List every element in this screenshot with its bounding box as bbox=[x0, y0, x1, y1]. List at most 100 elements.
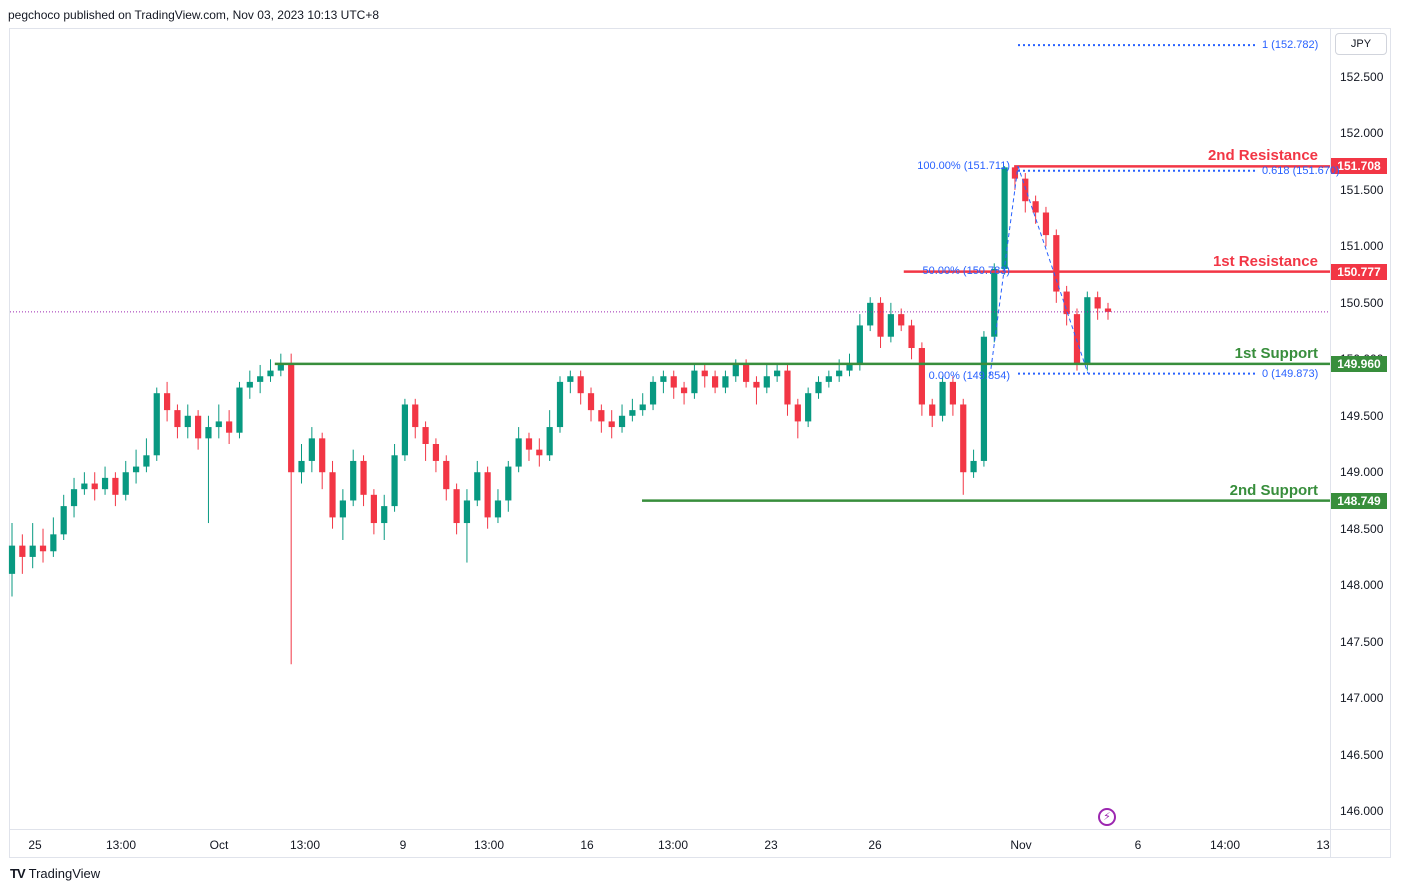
price-tick-label: 148.500 bbox=[1340, 521, 1384, 536]
currency-button[interactable]: JPY bbox=[1335, 33, 1387, 55]
candle-body bbox=[112, 477, 119, 495]
candle-body bbox=[308, 438, 315, 461]
candle-body bbox=[246, 381, 253, 388]
candle-body bbox=[267, 370, 274, 377]
candle-body bbox=[412, 404, 419, 428]
price-tick-label: 151.500 bbox=[1340, 182, 1384, 197]
lightning-icon[interactable]: ⚡ bbox=[1098, 808, 1116, 826]
candle-body bbox=[70, 489, 78, 507]
candle-body bbox=[401, 404, 409, 456]
candle-body bbox=[1032, 201, 1039, 213]
candle-body bbox=[81, 483, 88, 490]
candle-body bbox=[608, 421, 615, 428]
candle-body bbox=[29, 545, 36, 557]
time-tick-label: 13 bbox=[1316, 838, 1330, 852]
candle-body bbox=[1001, 167, 1008, 269]
candle-body bbox=[174, 410, 181, 428]
time-tick-label: Nov bbox=[1010, 838, 1032, 852]
candle-body bbox=[381, 506, 388, 524]
candle-body bbox=[846, 364, 853, 371]
fib-swing-line bbox=[1017, 165, 1089, 374]
fib-extension-label: 0 (149.873) bbox=[1262, 367, 1319, 380]
candle-body bbox=[815, 381, 822, 394]
level-price-label: 149.960 bbox=[1331, 355, 1387, 372]
candle-body bbox=[960, 404, 967, 473]
candle-body bbox=[494, 500, 502, 518]
candle-body bbox=[980, 336, 988, 461]
candle-body bbox=[939, 381, 946, 416]
candle-body bbox=[949, 381, 957, 405]
candle-body bbox=[774, 370, 781, 377]
level-name: 2nd Support bbox=[1229, 481, 1318, 499]
candle-body bbox=[339, 500, 346, 518]
price-tick-label: 148.000 bbox=[1340, 578, 1384, 593]
candle-body bbox=[474, 472, 481, 501]
candle-body bbox=[991, 268, 998, 337]
tradingview-logo-icon: TV bbox=[10, 866, 26, 881]
candle-body bbox=[60, 506, 67, 535]
footer: TV TradingView bbox=[10, 866, 100, 881]
candle-body bbox=[132, 466, 140, 473]
candle-body bbox=[215, 421, 222, 428]
candle-body bbox=[505, 466, 512, 501]
price-tick-label: 152.000 bbox=[1340, 126, 1384, 141]
level-name: 1st Resistance bbox=[1212, 252, 1318, 270]
candle-body bbox=[970, 460, 977, 473]
publisher-line: pegchoco published on TradingView.com, N… bbox=[8, 8, 380, 22]
candle-body bbox=[825, 376, 832, 382]
candle-body bbox=[877, 302, 884, 337]
candle-body bbox=[660, 376, 667, 382]
time-tick-label: 13:00 bbox=[105, 838, 137, 852]
candle-body bbox=[391, 455, 398, 507]
candle-body bbox=[360, 460, 367, 495]
candle-body bbox=[763, 376, 770, 388]
candle-body bbox=[577, 376, 584, 394]
time-axis-separator bbox=[9, 829, 1391, 830]
candle-body bbox=[422, 427, 429, 444]
candle-body bbox=[887, 314, 894, 337]
candle-body bbox=[8, 545, 16, 574]
price-tick-label: 152.500 bbox=[1340, 70, 1384, 84]
chart-frame[interactable] bbox=[9, 28, 1391, 858]
candle-body bbox=[1011, 167, 1019, 179]
candle-body bbox=[908, 325, 915, 349]
time-tick-label: Oct bbox=[209, 838, 229, 852]
candle-body bbox=[618, 415, 626, 428]
candle-body bbox=[918, 348, 925, 405]
candle-body bbox=[236, 387, 243, 433]
candle-body bbox=[370, 494, 377, 524]
candle-body bbox=[453, 489, 460, 524]
candle-body bbox=[753, 381, 760, 388]
candle-body bbox=[288, 364, 295, 473]
candle-body bbox=[277, 364, 284, 371]
time-tick-label: 13:00 bbox=[657, 838, 689, 852]
candle-body bbox=[1104, 308, 1112, 312]
time-tick-label: 16 bbox=[580, 838, 594, 852]
candle-body bbox=[743, 364, 750, 382]
candle-body bbox=[19, 545, 26, 557]
candle-body bbox=[691, 370, 698, 394]
candle-body bbox=[629, 410, 636, 416]
time-tick-label: 14:00 bbox=[1209, 838, 1241, 852]
candle-body bbox=[443, 460, 450, 490]
candle-body bbox=[226, 421, 233, 433]
candle-body bbox=[546, 427, 553, 456]
candle-body bbox=[567, 376, 574, 382]
candle-body bbox=[484, 472, 491, 518]
candle-body bbox=[649, 381, 657, 405]
fib-level-label: 0.00% (149.854) bbox=[928, 369, 1010, 382]
candle-body bbox=[898, 314, 905, 326]
candle-body bbox=[432, 444, 440, 461]
price-tick-label: 149.000 bbox=[1340, 465, 1384, 480]
candle-body bbox=[184, 415, 191, 428]
price-tick-label: 146.000 bbox=[1340, 804, 1384, 818]
fib-extension-label: 0.618 (151.670) bbox=[1262, 164, 1340, 177]
candle-body bbox=[929, 404, 936, 416]
candle-body bbox=[350, 460, 357, 501]
fib-swing-line bbox=[989, 166, 1019, 376]
price-tick-label: 147.000 bbox=[1340, 691, 1384, 706]
candle-body bbox=[319, 438, 326, 473]
footer-brand: TradingView bbox=[28, 866, 101, 881]
candle-body bbox=[836, 370, 843, 377]
